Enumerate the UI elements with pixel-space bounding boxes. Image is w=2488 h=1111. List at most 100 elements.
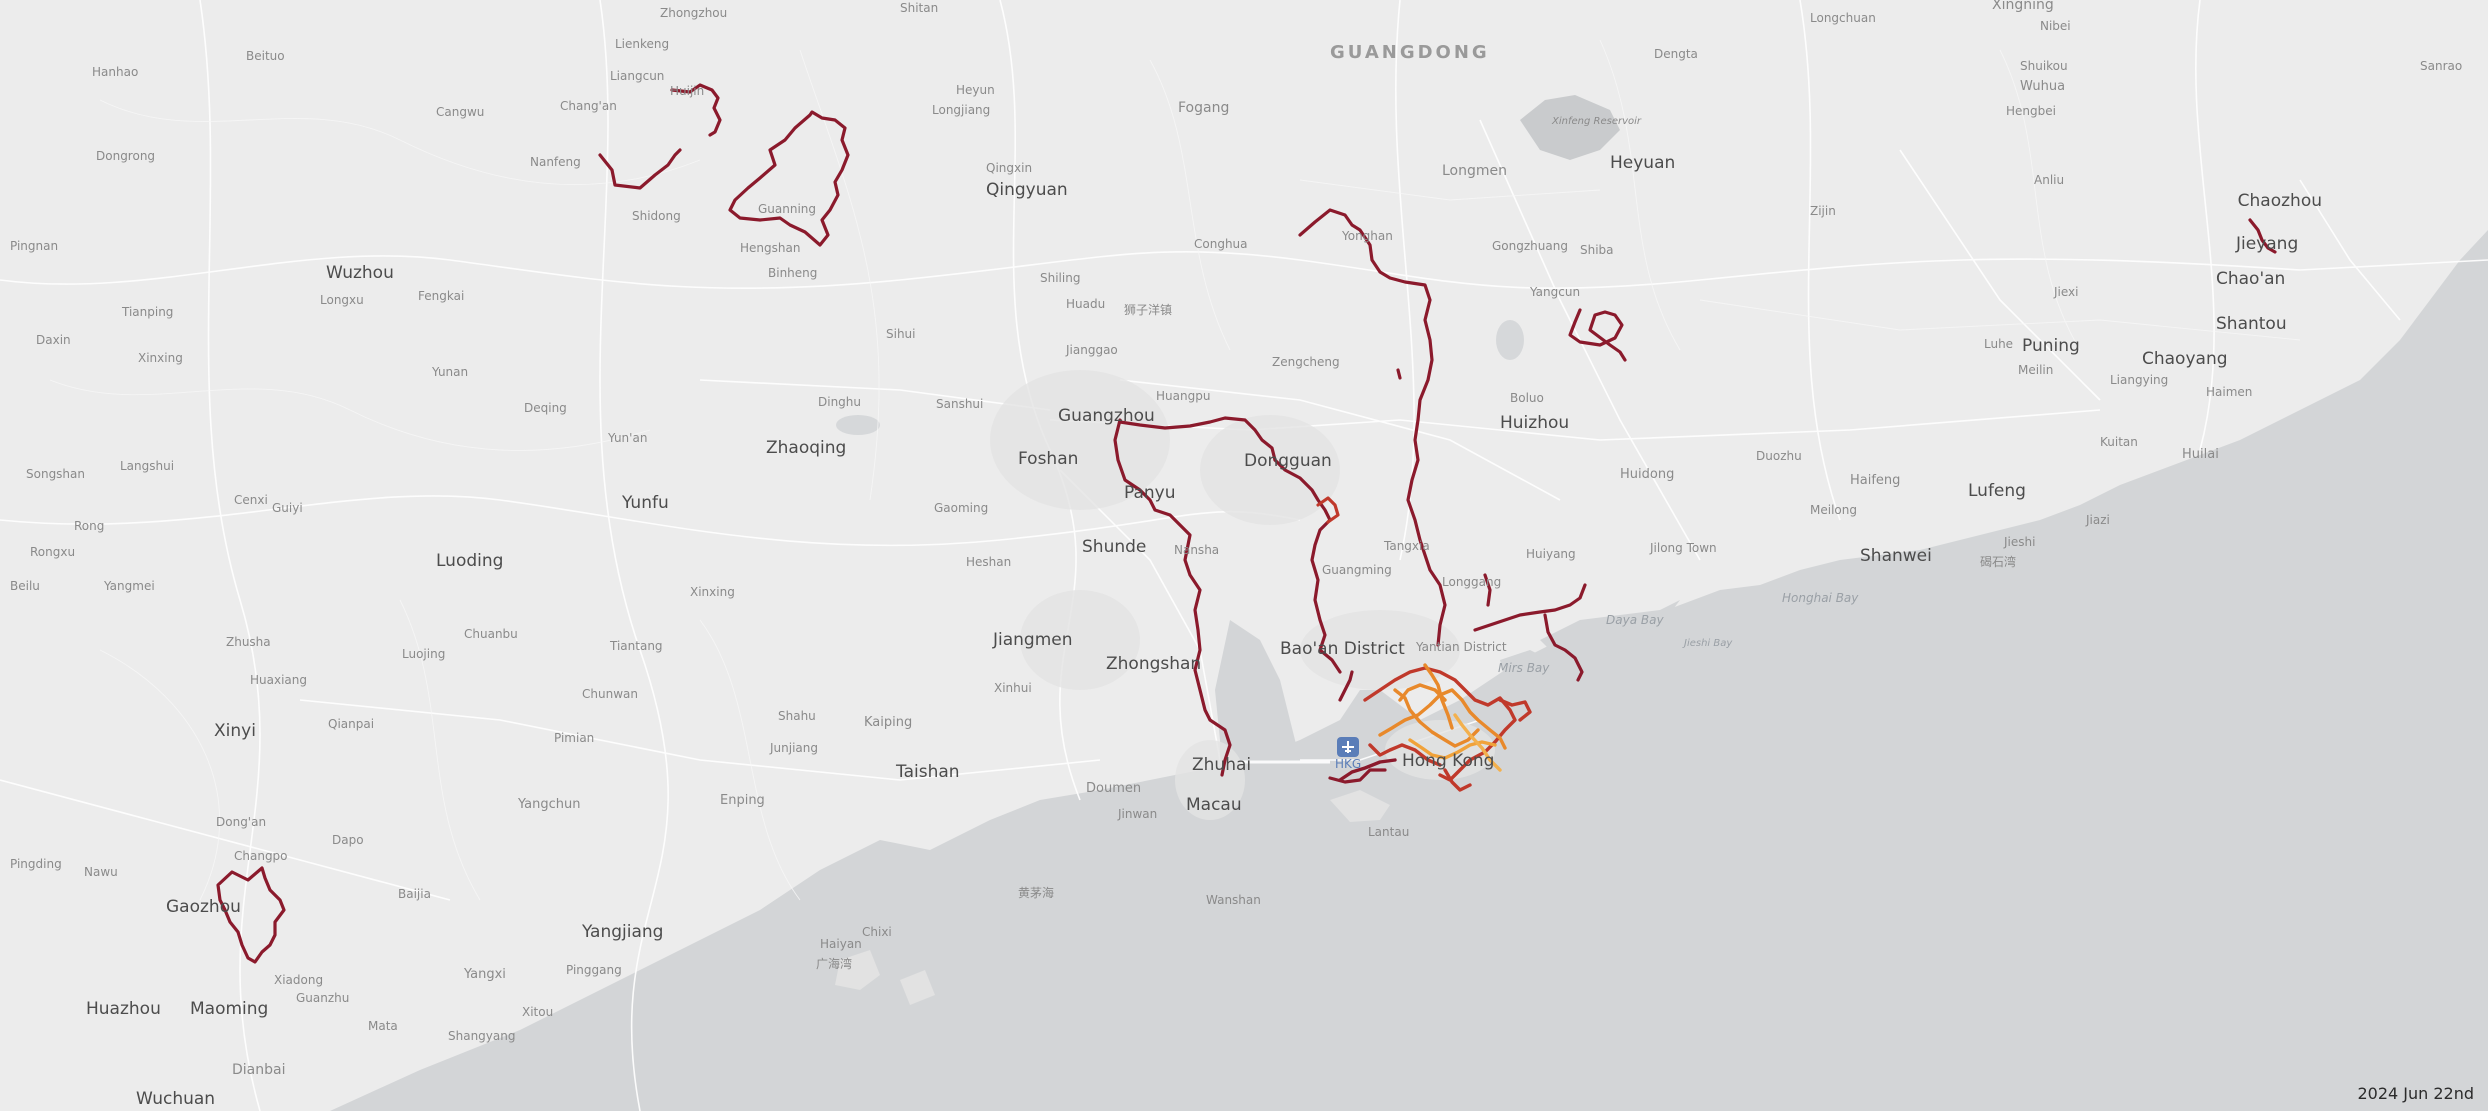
city-label: Wuchuan [136,1089,215,1109]
town-label: Hengshan [740,241,800,255]
chinese-label: 碣石湾 [1980,554,2016,569]
city-label: Panyu [1124,483,1176,503]
town-label: Chuanbu [464,627,518,641]
town-label: Xinfeng Reservoir [1551,116,1642,127]
town-label: Huadu [1066,297,1105,311]
town-label: Chunwan [582,687,638,701]
town-label: Guanning [758,202,816,216]
town-label: Wuhua [2020,79,2065,94]
town-label: Nansha [1174,543,1219,557]
town-label: Pingnan [10,239,58,253]
town-label: Sanrao [2420,59,2462,73]
town-label: Langshui [120,459,174,473]
town-label: Chixi [862,925,892,939]
city-label: Puning [2022,336,2080,356]
town-label: Yangcun [1529,285,1580,299]
city-label: Macau [1186,795,1242,815]
town-label: Changpo [234,849,288,863]
town-label: Huidong [1620,467,1674,482]
town-label: Dongrong [96,149,155,163]
town-label: Longmen [1442,163,1507,179]
water-label: Jieshi Bay [1682,638,1733,649]
town-label: Dinghu [818,395,861,409]
town-label: Huilai [2182,447,2219,462]
town-label: Dapo [332,833,364,847]
town-label: Luhe [1984,337,2013,351]
town-label: Longchuan [1810,11,1876,25]
town-label: Xingning [1992,0,2054,13]
town-label: Xinhui [994,681,1032,695]
town-label: Qianpai [328,717,374,731]
water-label: Mirs Bay [1498,661,1550,675]
city-label: Yunfu [621,493,669,513]
town-label: Boluo [1510,391,1544,405]
city-label: Yantian District [1415,640,1507,654]
town-label: Pimian [554,731,594,745]
xinfeng-reservoir [1520,95,1620,160]
town-label: Longxu [320,293,364,307]
town-label: Yunan [431,365,468,379]
town-labels: Longchuan Xingning Shitan Zhongzhou Lien… [10,0,2462,1043]
city-label: Huazhou [86,999,161,1019]
island [835,950,880,990]
lake [1496,320,1524,360]
mirs-bay [1500,650,1560,700]
gps-tracks-hongkong [1338,663,1532,792]
chinese-labels: 碣石湾 黄茅海 广海湾 狮子洋镇 [816,302,2016,971]
city-label: Chaoyang [2142,349,2228,369]
town-label: Wanshan [1206,893,1261,907]
town-label: Sanshui [936,397,983,411]
town-label: Meilong [1810,503,1857,517]
town-label: Shitan [900,1,938,15]
town-label: Heshan [966,555,1011,569]
town-label: Junjiang [769,741,818,755]
water-label: Daya Bay [1606,613,1664,627]
city-label: Dongguan [1244,451,1332,471]
town-label: Pinggang [566,963,622,977]
island [1330,790,1390,822]
town-label: Guiyi [272,501,303,515]
town-label: Yun'an [607,431,647,445]
town-label: Tangxia [1383,539,1430,553]
town-label: Huiyang [1526,547,1576,561]
province-label: GUANGDONG [1330,42,1490,63]
town-label: Jiexi [2053,285,2078,299]
town-label: Doumen [1086,781,1141,796]
town-label: Yangmei [103,579,155,593]
town-label: Nibei [2040,19,2071,33]
airport-marker[interactable]: HKG [1335,737,1361,771]
town-label: Huangpu [1156,389,1210,403]
town-label: Longgang [1442,575,1501,589]
city-label: Wuzhou [326,263,394,283]
town-label: Haifeng [1850,473,1900,488]
urban-areas [990,370,1495,820]
town-label: Liangcun [610,69,664,83]
chinese-label: 黄茅海 [1018,885,1054,900]
town-label: Songshan [26,467,85,481]
city-label: Shunde [1082,537,1146,557]
city-label: Yangjiang [581,922,663,942]
town-label: Conghua [1194,237,1248,251]
town-label: Nawu [84,865,118,879]
town-label: Zijin [1810,204,1836,218]
city-label: Jiangmen [992,630,1073,650]
town-label: Heyun [956,83,995,97]
town-label: Lantau [1368,825,1409,839]
town-label: Guangming [1322,563,1392,577]
town-label: Rong [74,519,104,533]
town-label: Yangxi [463,967,506,982]
city-label: Chao'an [2216,269,2285,289]
town-label: Dengta [1654,47,1698,61]
town-label: Longjiang [932,103,990,117]
town-label: Qingxin [986,161,1032,175]
city-label: Shanwei [1860,546,1932,566]
town-label: Sihui [886,327,916,341]
town-label: Pingding [10,857,62,871]
airport-code: HKG [1335,757,1361,771]
town-label: Jinwan [1117,807,1157,821]
town-label: Kuitan [2100,435,2138,449]
town-label: Meilin [2018,363,2053,377]
town-label: Jilong Town [1649,541,1717,555]
